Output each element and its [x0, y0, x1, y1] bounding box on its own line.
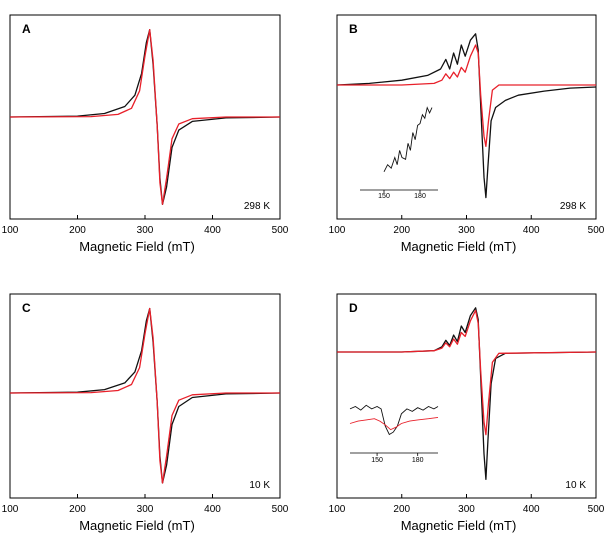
series-line-red [337, 44, 596, 148]
panel-c: 100 200 300 400 500 Magnetic Field (mT) C 10 K [2, 293, 289, 533]
panel-a: 100 200 300 400 500 Magnetic Field (mT) A 298 K [2, 14, 289, 254]
inset-tick-label: 150 [378, 193, 390, 200]
inset-series-line-black [349, 404, 439, 436]
plot-frame [336, 293, 597, 499]
series-line-red [9, 29, 280, 205]
x-tick-label: 100 [2, 504, 19, 515]
x-tick-label: 200 [393, 225, 410, 236]
x-tick-label: 500 [272, 504, 289, 515]
x-tick-label: 400 [204, 504, 221, 515]
x-axis-title: Magnetic Field (mT) [401, 518, 517, 533]
panel-label: C [22, 301, 31, 315]
x-axis-title: Magnetic Field (mT) [79, 518, 195, 533]
x-tick-label: 500 [588, 504, 604, 515]
panel-label: B [349, 22, 358, 36]
x-tick-label: 500 [588, 225, 604, 236]
x-tick-label: 400 [523, 504, 540, 515]
series-line-red [337, 309, 597, 436]
plot-frame [9, 293, 281, 499]
plot-frame [336, 14, 597, 220]
temperature-label: 10 K [565, 480, 586, 491]
inset-tick-label: 180 [412, 457, 424, 464]
x-axis-title: Magnetic Field (mT) [401, 239, 517, 254]
x-tick-label: 100 [329, 504, 346, 515]
temperature-label: 10 K [249, 480, 270, 491]
inset-tick-label: 150 [371, 457, 383, 464]
series-line-red [9, 307, 280, 484]
x-tick-label: 400 [523, 225, 540, 236]
series-line-black [336, 33, 597, 199]
x-tick-label: 200 [69, 225, 86, 236]
panel-b: 100 200 300 400 500 Magnetic Field (mT) B 298 K… [329, 14, 604, 254]
x-tick-label: 100 [2, 225, 19, 236]
temperature-label: 298 K [560, 201, 586, 212]
temperature-label: 298 K [244, 201, 270, 212]
panel-label: A [22, 22, 31, 36]
x-tick-label: 100 [329, 225, 346, 236]
x-axis-title: Magnetic Field (mT) [79, 239, 195, 254]
series-line-black [337, 307, 597, 480]
inset-series-line-red [349, 416, 439, 431]
x-tick-label: 200 [69, 504, 86, 515]
x-tick-label: 300 [458, 225, 475, 236]
x-tick-label: 400 [204, 225, 221, 236]
inset-tick-label: 180 [414, 193, 426, 200]
inset-series-line-black [383, 106, 433, 173]
x-tick-label: 200 [393, 504, 410, 515]
x-tick-label: 300 [137, 504, 154, 515]
x-tick-label: 300 [137, 225, 154, 236]
x-tick-label: 300 [458, 504, 475, 515]
x-tick-label: 500 [272, 225, 289, 236]
panel-label: D [349, 301, 358, 315]
panel-d: 100 200 300 400 500 Magnetic Field (mT) D 10 K 1… [329, 293, 604, 533]
